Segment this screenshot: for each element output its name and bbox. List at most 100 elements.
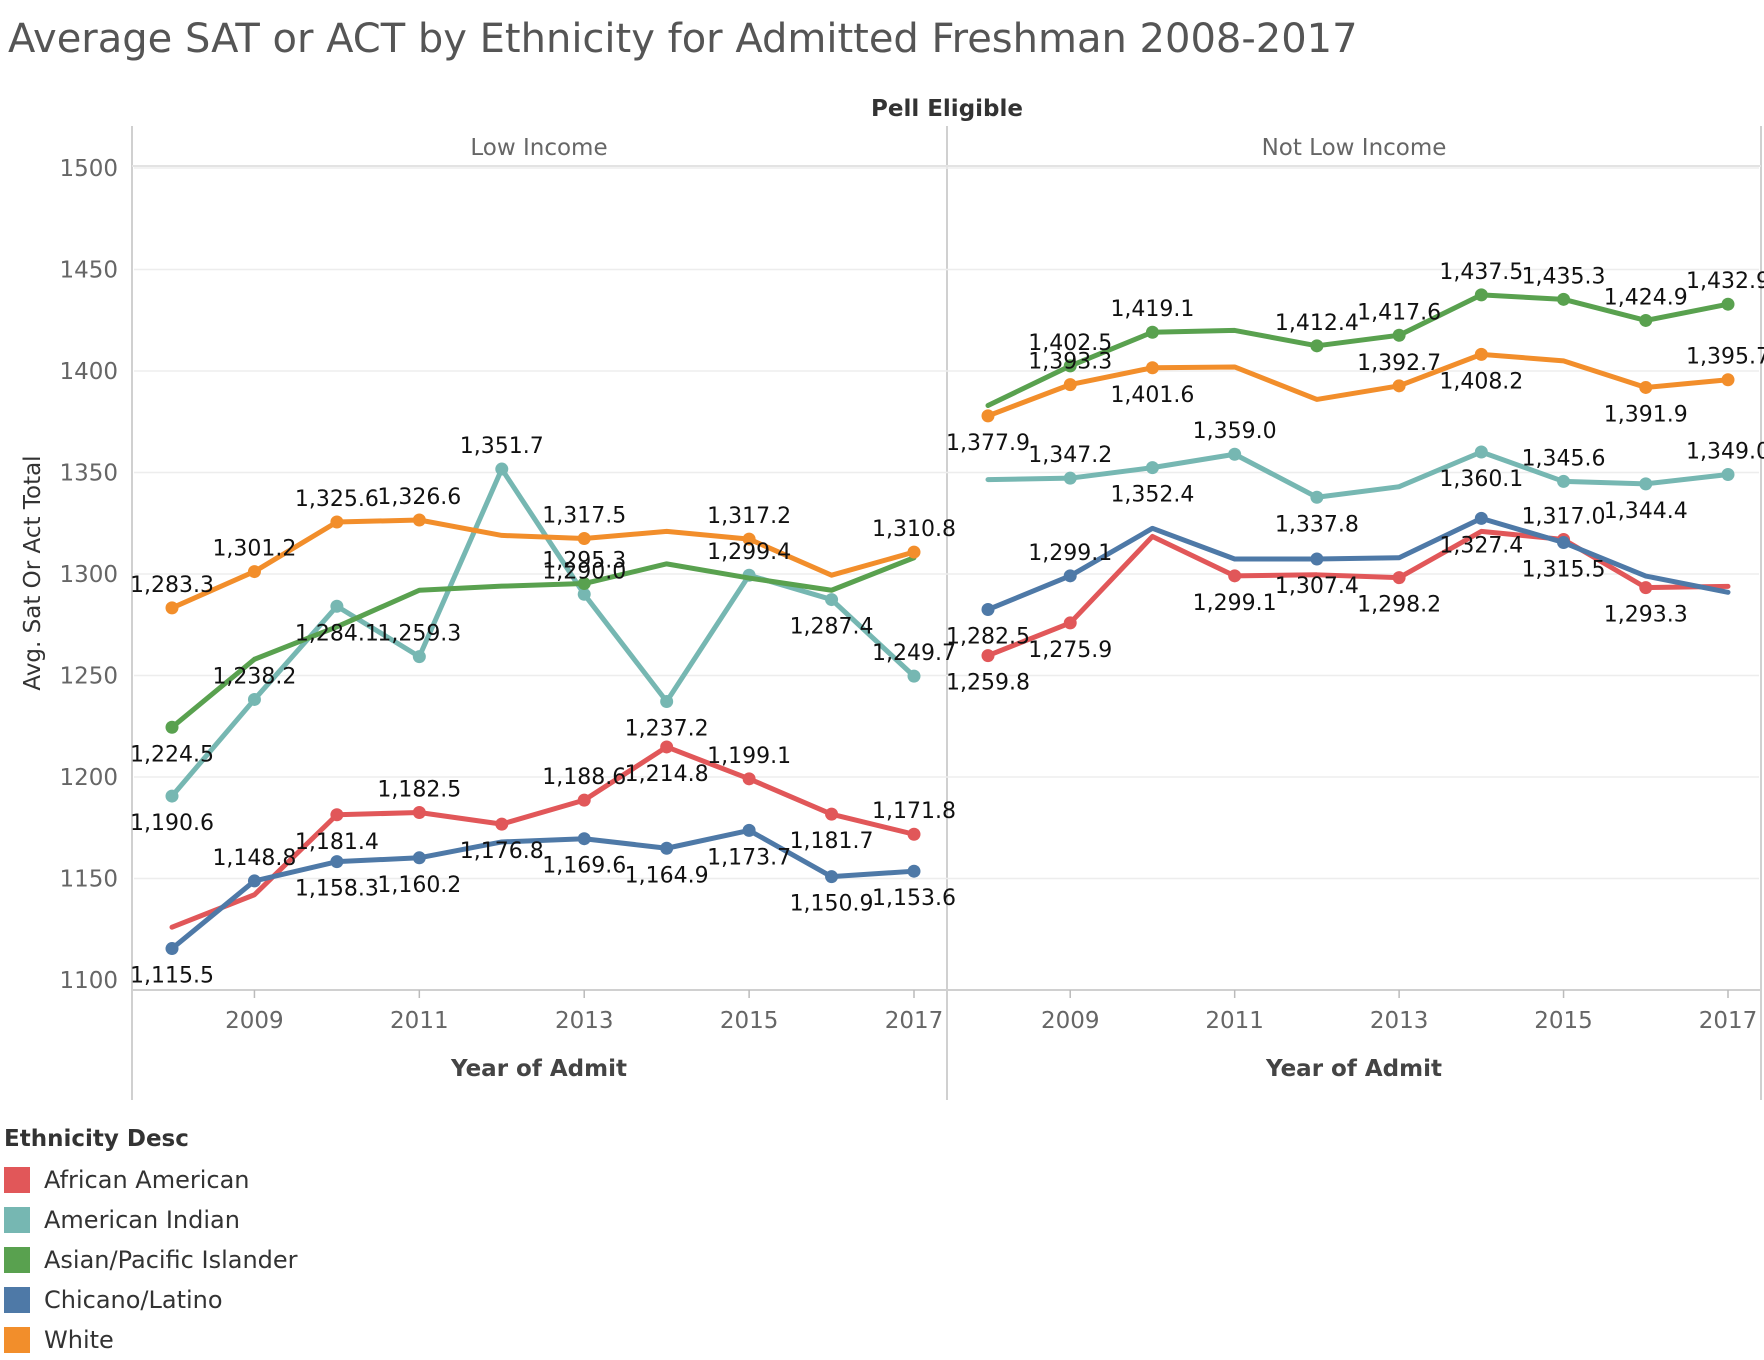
data-label: 1,224.5 (130, 742, 214, 767)
legend-label: Chicano/Latino (44, 1286, 223, 1314)
y-tick-label: 1300 (59, 562, 118, 588)
data-point (1228, 569, 1242, 583)
data-label: 1,173.7 (707, 845, 791, 870)
data-label: 1,148.8 (212, 846, 296, 871)
data-label: 1,310.8 (872, 517, 956, 542)
data-label: 1,345.6 (1522, 446, 1606, 471)
data-point (742, 823, 756, 837)
data-label: 1,307.4 (1275, 574, 1359, 599)
data-label: 1,317.5 (542, 503, 626, 528)
data-label: 1,150.9 (790, 892, 874, 917)
data-label: 1,259.8 (946, 671, 1030, 696)
data-point (825, 807, 839, 821)
data-label: 1,284.1 (295, 621, 379, 646)
data-point (1392, 571, 1406, 585)
legend-item-asian-pacific-islander[interactable]: Asian/Pacific Islander (4, 1240, 298, 1280)
data-point (495, 462, 509, 476)
data-point (412, 851, 426, 865)
data-point (165, 601, 179, 615)
series-line (169, 517, 917, 611)
x-tick-label: 2017 (1699, 1008, 1758, 1034)
chart-title: Average SAT or ACT by Ethnicity for Admi… (8, 16, 1358, 62)
data-point (577, 793, 591, 807)
data-point (1310, 339, 1324, 353)
data-point (1145, 461, 1159, 475)
data-label: 1,160.2 (377, 873, 461, 898)
data-point (1063, 569, 1077, 583)
data-label: 1,402.5 (1028, 331, 1112, 356)
data-point (742, 772, 756, 786)
data-point (577, 531, 591, 545)
legend-item-african-american[interactable]: African American (4, 1160, 298, 1200)
data-point (742, 532, 756, 546)
data-point (165, 942, 179, 956)
x-tick-label: 2015 (1534, 1008, 1593, 1034)
data-label: 1,249.7 (872, 641, 956, 666)
legend-title: Ethnicity Desc (4, 1126, 189, 1152)
data-label: 1,337.8 (1275, 512, 1359, 537)
data-point (1639, 380, 1653, 394)
data-label: 1,347.2 (1028, 443, 1112, 468)
data-point (907, 864, 921, 878)
data-point (412, 513, 426, 527)
legend-swatch (4, 1327, 30, 1353)
data-point (577, 832, 591, 846)
y-tick-label: 1500 (59, 156, 118, 182)
data-label: 1,275.9 (1028, 638, 1112, 663)
x-tick-label: 2009 (1041, 1008, 1100, 1034)
data-label: 1,164.9 (625, 863, 709, 888)
series-line (169, 827, 917, 952)
data-point (1639, 477, 1653, 491)
data-label: 1,181.4 (295, 830, 379, 855)
data-label: 1,259.3 (377, 622, 461, 647)
data-label: 1,435.3 (1522, 264, 1606, 289)
data-point (1474, 347, 1488, 361)
data-label: 1,419.1 (1110, 297, 1194, 322)
legend-item-white[interactable]: White (4, 1320, 298, 1360)
data-point (165, 789, 179, 803)
data-label: 1,326.6 (377, 485, 461, 510)
data-label: 1,301.2 (212, 537, 296, 562)
panel-header: Low Income (470, 135, 607, 161)
data-label: 1,290.0 (542, 559, 626, 584)
data-point (1063, 378, 1077, 392)
x-axis-title: Year of Admit (450, 1056, 627, 1082)
legend-label: American Indian (44, 1206, 240, 1234)
data-label: 1,327.4 (1439, 533, 1523, 558)
data-label: 1,417.6 (1357, 300, 1441, 325)
legend-label: African American (44, 1166, 250, 1194)
data-label: 1,190.6 (130, 811, 214, 836)
data-point (577, 577, 591, 591)
data-point (1721, 373, 1735, 387)
data-label: 1,188.6 (542, 765, 626, 790)
data-label: 1,393.3 (1028, 350, 1112, 375)
series-line (985, 292, 1731, 409)
data-point (330, 855, 344, 869)
data-point (1063, 471, 1077, 485)
legend-swatch (4, 1247, 30, 1273)
data-label: 1,412.4 (1275, 311, 1359, 336)
data-label: 1,299.1 (1193, 591, 1277, 616)
legend-item-american-indian[interactable]: American Indian (4, 1200, 298, 1240)
data-label: 1,349.0 (1686, 440, 1764, 465)
legend-label: Asian/Pacific Islander (44, 1246, 298, 1274)
data-point (1392, 328, 1406, 342)
data-label: 1,359.0 (1193, 419, 1277, 444)
data-point (981, 603, 995, 617)
x-tick-label: 2011 (390, 1008, 449, 1034)
data-label: 1,424.9 (1604, 285, 1688, 310)
y-tick-label: 1400 (59, 359, 118, 385)
legend-item-chicano-latino[interactable]: Chicano/Latino (4, 1280, 298, 1320)
y-tick-label: 1250 (59, 664, 118, 690)
x-tick-label: 2015 (720, 1008, 779, 1034)
data-label: 1,158.3 (295, 877, 379, 902)
data-label: 1,299.1 (1028, 541, 1112, 566)
series-line (169, 466, 917, 799)
data-label: 1,377.9 (946, 431, 1030, 456)
data-label: 1,432.9 (1686, 269, 1764, 294)
series-line (985, 515, 1731, 613)
data-label: 1,182.5 (377, 778, 461, 803)
y-tick-label: 1350 (59, 461, 118, 487)
data-label: 1,282.5 (946, 625, 1030, 650)
data-label: 1,391.9 (1604, 402, 1688, 427)
